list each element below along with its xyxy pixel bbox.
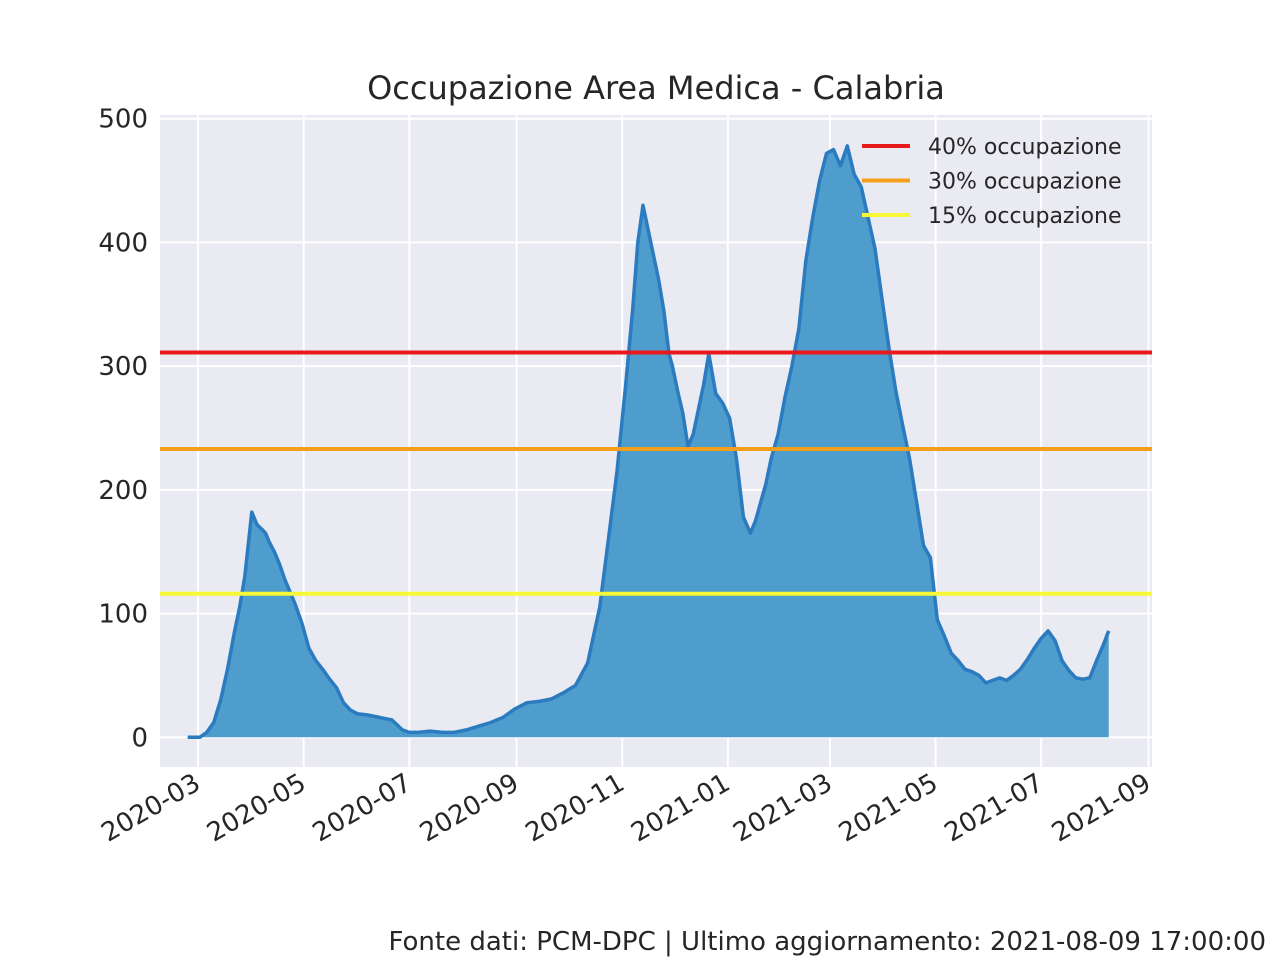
x-tick-label: 2020-11 (521, 768, 630, 848)
x-tick-label: 2020-07 (308, 768, 417, 848)
y-tick-label: 200 (98, 476, 148, 506)
x-tick-label: 2021-09 (1047, 768, 1156, 848)
x-tick-label: 2021-07 (940, 768, 1049, 848)
legend: 40% occupazione 30% occupazione 15% occupa… (862, 135, 1122, 229)
y-tick-label: 400 (98, 228, 148, 258)
x-tick-label: 2021-01 (626, 768, 735, 848)
series-area (187, 144, 1111, 740)
chart-title: Occupazione Area Medica - Calabria (367, 69, 945, 107)
series-fill (187, 145, 1109, 738)
series-line (187, 144, 1111, 740)
data-source-footer: Fonte dati: PCM-DPC | Ultimo aggiornamen… (389, 927, 1267, 957)
x-tick-label: 2021-03 (728, 768, 837, 848)
x-tick-label: 2020-09 (415, 768, 524, 848)
x-tick-label: 2020-03 (97, 768, 206, 848)
legend-label: 40% occupazione (928, 135, 1122, 160)
y-tick-label: 0 (131, 723, 148, 753)
y-tick-label: 300 (98, 352, 148, 382)
y-tick-label: 500 (98, 105, 148, 135)
reference-lines (160, 350, 1152, 596)
legend-label: 15% occupazione (928, 204, 1122, 229)
x-tick-label: 2021-05 (834, 768, 943, 848)
y-tick-label: 100 (98, 600, 148, 630)
legend-label: 30% occupazione (928, 170, 1122, 195)
x-tick-label: 2020-05 (202, 768, 311, 848)
y-axis-ticks: 0 100 200 300 400 500 (98, 105, 148, 754)
x-axis-ticks: 2020-032020-052020-072020-092020-112021-… (97, 768, 1157, 848)
